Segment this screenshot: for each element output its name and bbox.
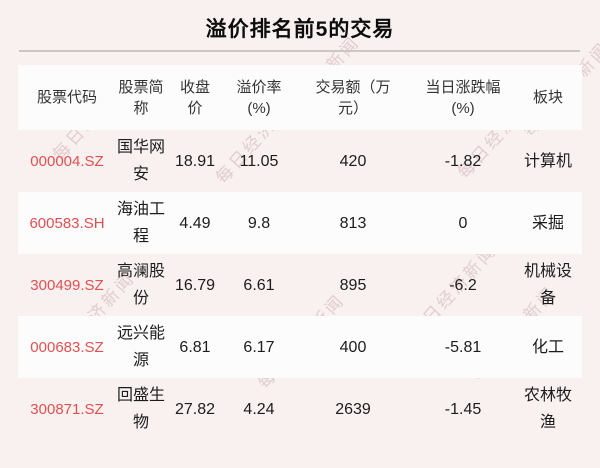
table-header-row: 股票代码 股票简 称收盘 价溢价率 (%) 交易额（万 元） 当日涨跌幅 (%) 板块	[18, 65, 582, 130]
cell-change: -1.82	[444, 152, 482, 170]
column-header-close: 收盘 价	[179, 78, 210, 117]
title-divider	[19, 50, 580, 52]
cell-premium: 9.8	[247, 214, 271, 232]
cell-code: 000004.SZ	[30, 152, 104, 170]
table-row: 300871.SZ 回盛生物 27.82 4.24 2639 -1.45 农林牧渔	[18, 378, 582, 440]
page-title: 溢价排名前5的交易	[205, 18, 395, 41]
cell-name: 国华网安	[116, 139, 165, 183]
cell-name: 海油工程	[116, 201, 165, 245]
cell-sector: 化工	[531, 338, 564, 356]
cell-change: 0	[458, 214, 468, 232]
column-header-code: 股票代码	[36, 89, 97, 106]
cell-code: 300499.SZ	[30, 276, 104, 294]
column-header-amount: 交易额（万 元）	[315, 78, 391, 117]
cell-premium: 6.17	[243, 338, 275, 356]
column-header-name: 股票简 称	[118, 78, 164, 117]
cell-code: 000683.SZ	[30, 338, 104, 356]
cell-amount: 400	[339, 338, 367, 356]
column-header-change: 当日涨跌幅 (%)	[425, 78, 501, 117]
cell-name: 高澜股份	[116, 263, 165, 307]
cell-close: 16.79	[174, 276, 216, 294]
column-header-sector: 板块	[532, 89, 563, 106]
cell-amount: 2639	[335, 400, 371, 418]
title-bar: 溢价排名前5的交易	[0, 0, 600, 52]
table-row: 600583.SH 海油工程 4.49 9.8 813 0 采掘	[18, 192, 582, 254]
cell-code: 300871.SZ	[30, 400, 104, 418]
table-row: 000004.SZ 国华网安 18.91 11.05 420 -1.82 计算机	[18, 130, 582, 192]
cell-amount: 420	[339, 152, 367, 170]
premium-rank-table: 股票代码 股票简 称收盘 价溢价率 (%) 交易额（万 元） 当日涨跌幅 (%) 板块 0…	[18, 65, 582, 440]
table-row: 300499.SZ 高澜股份 16.79 6.61 895 -6.2 机械设备	[18, 254, 582, 316]
table-row: 000683.SZ 远兴能源 6.81 6.17 400 -5.81 化工	[18, 316, 582, 378]
cell-sector: 采掘	[531, 214, 564, 232]
cell-change: -5.81	[444, 338, 482, 356]
cell-name: 远兴能源	[116, 325, 165, 369]
cell-name: 回盛生物	[116, 387, 165, 431]
cell-sector: 计算机	[523, 152, 572, 170]
cell-close: 4.49	[179, 214, 211, 232]
cell-premium: 4.24	[243, 400, 275, 418]
column-header-premium: 溢价率 (%)	[236, 78, 282, 117]
cell-premium: 6.61	[243, 276, 275, 294]
cell-premium: 11.05	[239, 152, 279, 170]
cell-sector: 机械设备	[523, 263, 572, 307]
cell-close: 27.82	[174, 400, 216, 418]
cell-sector: 农林牧渔	[523, 387, 572, 431]
cell-change: -1.45	[444, 400, 482, 418]
cell-close: 6.81	[179, 338, 211, 356]
cell-close: 18.91	[174, 152, 216, 170]
cell-change: -6.2	[449, 276, 477, 294]
cell-amount: 813	[339, 214, 367, 232]
cell-code: 600583.SH	[29, 214, 105, 232]
cell-amount: 895	[339, 276, 367, 294]
